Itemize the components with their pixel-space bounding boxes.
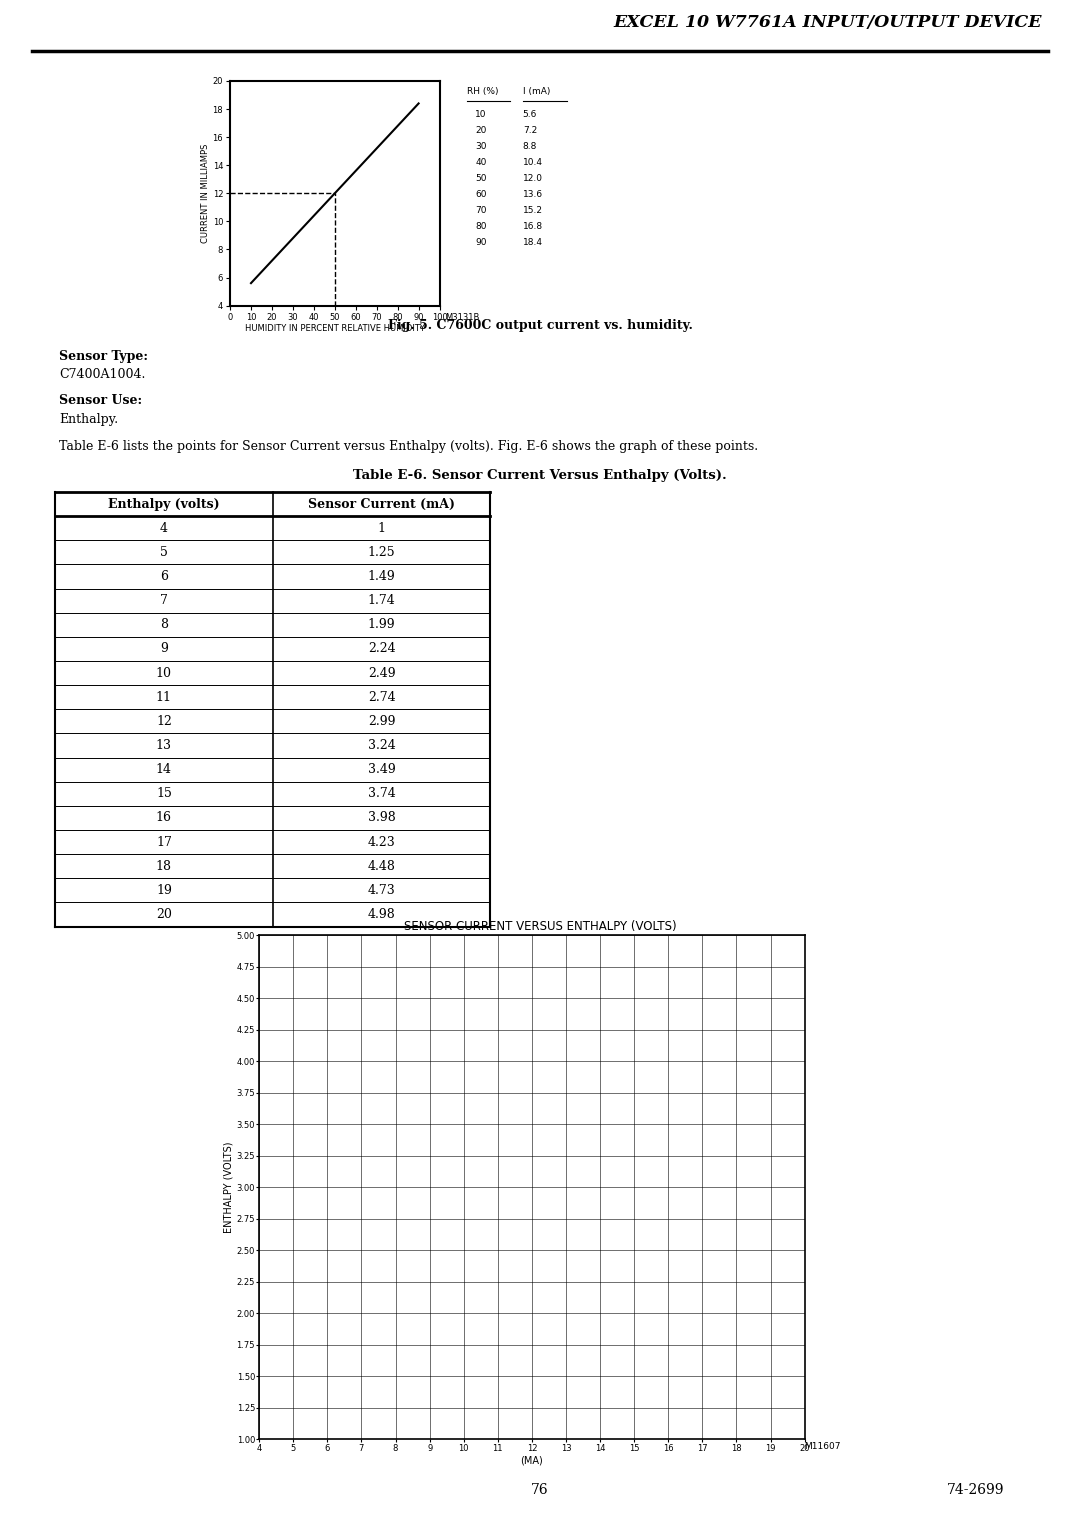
Text: RH (%): RH (%) — [467, 87, 498, 96]
X-axis label: (MA): (MA) — [521, 1455, 543, 1465]
Text: 2.99: 2.99 — [368, 715, 395, 727]
Text: EXCEL 10 W7761A INPUT/OUTPUT DEVICE: EXCEL 10 W7761A INPUT/OUTPUT DEVICE — [613, 14, 1042, 31]
Text: 9: 9 — [160, 642, 167, 656]
Y-axis label: ENTHALPY (VOLTS): ENTHALPY (VOLTS) — [224, 1141, 233, 1233]
Text: 17: 17 — [156, 836, 172, 848]
Text: 10: 10 — [156, 666, 172, 680]
Text: 18.4: 18.4 — [523, 238, 543, 248]
Text: 10.4: 10.4 — [523, 159, 543, 167]
Text: 3.49: 3.49 — [367, 762, 395, 776]
Text: 2.74: 2.74 — [367, 691, 395, 704]
Text: 8.8: 8.8 — [523, 142, 537, 151]
Text: 90: 90 — [475, 238, 487, 248]
Text: 4.48: 4.48 — [367, 860, 395, 872]
Text: 50: 50 — [475, 174, 487, 183]
Text: 7: 7 — [160, 594, 167, 607]
Text: 4.73: 4.73 — [367, 883, 395, 897]
Text: 11: 11 — [156, 691, 172, 704]
Text: 5: 5 — [160, 545, 167, 559]
Text: 3.98: 3.98 — [367, 811, 395, 825]
Text: 16.8: 16.8 — [523, 222, 543, 231]
Text: SENSOR CURRENT VERSUS ENTHALPY (VOLTS): SENSOR CURRENT VERSUS ENTHALPY (VOLTS) — [404, 920, 676, 934]
Text: 3.74: 3.74 — [367, 787, 395, 801]
Text: Fig. 5. C7600C output current vs. humidity.: Fig. 5. C7600C output current vs. humidi… — [388, 319, 692, 333]
Text: 15: 15 — [156, 787, 172, 801]
Text: 74-2699: 74-2699 — [947, 1484, 1004, 1497]
Text: 15.2: 15.2 — [523, 206, 543, 215]
Text: 60: 60 — [475, 191, 487, 199]
Text: Sensor Current (mA): Sensor Current (mA) — [308, 498, 455, 510]
Text: 20: 20 — [156, 908, 172, 921]
Text: 14: 14 — [156, 762, 172, 776]
Text: 1.25: 1.25 — [367, 545, 395, 559]
Text: C7400A1004.: C7400A1004. — [59, 368, 146, 382]
Text: 1.49: 1.49 — [367, 570, 395, 584]
Text: 1.74: 1.74 — [367, 594, 395, 607]
Text: Table E-6 lists the points for Sensor Current versus Enthalpy (volts). Fig. E-6 : Table E-6 lists the points for Sensor Cu… — [59, 440, 758, 454]
Text: 13: 13 — [156, 740, 172, 752]
Text: 13.6: 13.6 — [523, 191, 543, 199]
Text: 2.49: 2.49 — [367, 666, 395, 680]
Text: Sensor Use:: Sensor Use: — [59, 394, 143, 408]
Text: Table E-6. Sensor Current Versus Enthalpy (Volts).: Table E-6. Sensor Current Versus Enthalp… — [353, 469, 727, 483]
Text: 4: 4 — [160, 521, 167, 535]
Text: I (mA): I (mA) — [523, 87, 550, 96]
Text: 76: 76 — [531, 1484, 549, 1497]
Text: 1: 1 — [378, 521, 386, 535]
Text: Sensor Type:: Sensor Type: — [59, 350, 148, 364]
Text: 80: 80 — [475, 222, 487, 231]
Text: Enthalpy.: Enthalpy. — [59, 413, 119, 426]
Text: 5.6: 5.6 — [523, 110, 537, 119]
Text: 4.23: 4.23 — [367, 836, 395, 848]
Text: 8: 8 — [160, 619, 167, 631]
Text: 19: 19 — [156, 883, 172, 897]
Text: 2.24: 2.24 — [367, 642, 395, 656]
X-axis label: HUMIDITY IN PERCENT RELATIVE HUMIDITY: HUMIDITY IN PERCENT RELATIVE HUMIDITY — [245, 324, 424, 333]
Text: 6: 6 — [160, 570, 167, 584]
Text: 30: 30 — [475, 142, 487, 151]
Text: 3.24: 3.24 — [367, 740, 395, 752]
Y-axis label: CURRENT IN MILLIAMPS: CURRENT IN MILLIAMPS — [201, 144, 210, 243]
Text: 12: 12 — [156, 715, 172, 727]
Text: M3131B: M3131B — [445, 313, 480, 322]
Text: 20: 20 — [475, 125, 487, 134]
Text: 10: 10 — [475, 110, 487, 119]
Text: 1.99: 1.99 — [367, 619, 395, 631]
Text: 4.98: 4.98 — [367, 908, 395, 921]
Text: 40: 40 — [475, 159, 487, 167]
Text: 16: 16 — [156, 811, 172, 825]
Text: 12.0: 12.0 — [523, 174, 543, 183]
Text: 70: 70 — [475, 206, 487, 215]
Text: 18: 18 — [156, 860, 172, 872]
Text: 7.2: 7.2 — [523, 125, 537, 134]
Text: M11607: M11607 — [805, 1442, 841, 1452]
Text: Enthalpy (volts): Enthalpy (volts) — [108, 498, 219, 510]
